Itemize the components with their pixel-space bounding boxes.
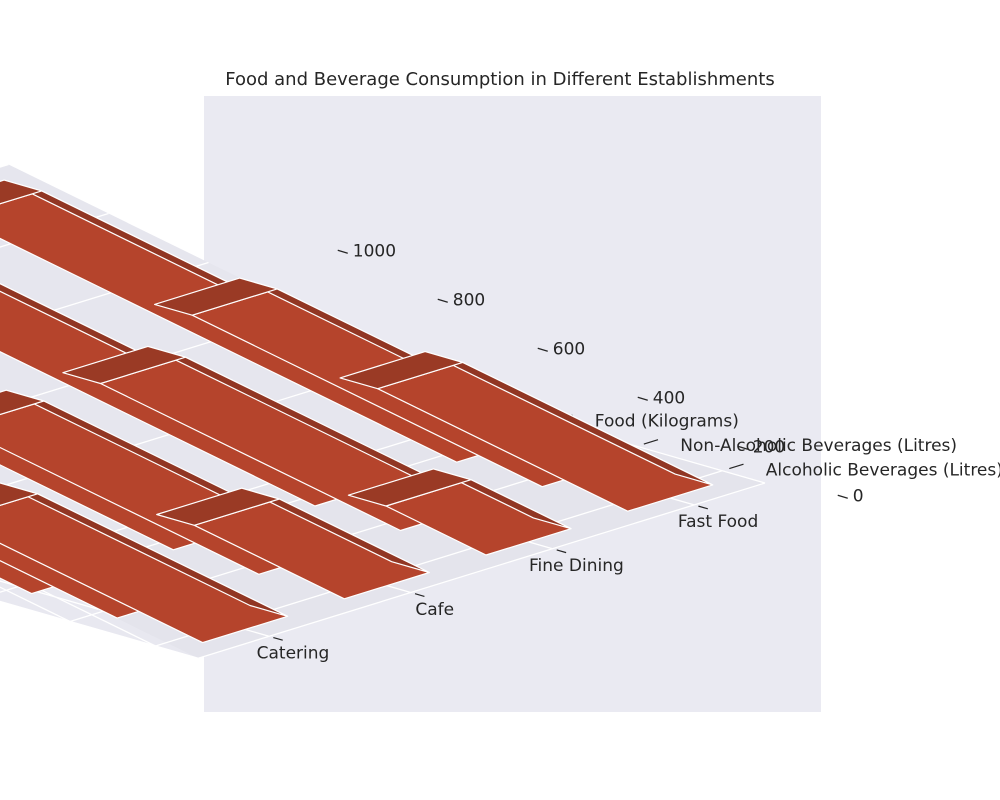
z-tick-label: 200 (753, 437, 785, 457)
bar-top-face (0, 179, 43, 205)
chart-title: Food and Beverage Consumption in Differe… (225, 69, 775, 90)
bar-top-face (62, 345, 187, 385)
series-tick (729, 463, 744, 470)
side-gridline-z (0, 600, 199, 659)
category-label: Catering (257, 644, 330, 664)
bar-top-face (0, 482, 39, 507)
bar (339, 351, 714, 512)
category-tick (556, 549, 567, 554)
bar-top-face (0, 389, 45, 416)
series-label: Alcoholic Beverages (Litres) (766, 460, 1000, 480)
z-tick-label: 0 (853, 486, 864, 506)
z-tick (337, 249, 348, 254)
series-label: Food (Kilograms) (595, 411, 739, 431)
bar-top-face (339, 351, 464, 390)
series-tick (643, 439, 659, 445)
bar-top-face (347, 468, 472, 507)
category-label: Fast Food (678, 512, 758, 532)
category-tick (698, 505, 708, 510)
bar (156, 487, 430, 600)
bar-group (0, 179, 714, 644)
bar-top-face (156, 487, 280, 526)
z-tick (537, 347, 548, 352)
category-label: Fine Dining (529, 556, 624, 576)
z-tick-label: 600 (553, 339, 585, 359)
z-tick-label: 400 (653, 388, 685, 408)
z-tick-label: 1000 (353, 241, 396, 261)
z-tick (737, 445, 748, 450)
floor-edge-front (198, 482, 766, 659)
z-tick (637, 396, 648, 401)
series-label: Non-Alcoholic Beverages (Litres) (680, 436, 957, 456)
z-tick (837, 494, 848, 499)
z-tick (437, 298, 448, 303)
axis-group: Catering Cafe Fine Dining Fast Food Alcoholi… (257, 241, 1000, 663)
side-gridline-y (0, 569, 156, 647)
category-tick (414, 593, 425, 597)
bar-top-face (154, 277, 278, 316)
bar-side-face (0, 482, 289, 617)
bar (347, 468, 572, 556)
z-tick-label: 800 (453, 290, 485, 310)
side-gridline-z (0, 580, 99, 610)
category-label: Cafe (415, 600, 454, 620)
bar (0, 482, 289, 644)
category-tick (273, 636, 283, 641)
